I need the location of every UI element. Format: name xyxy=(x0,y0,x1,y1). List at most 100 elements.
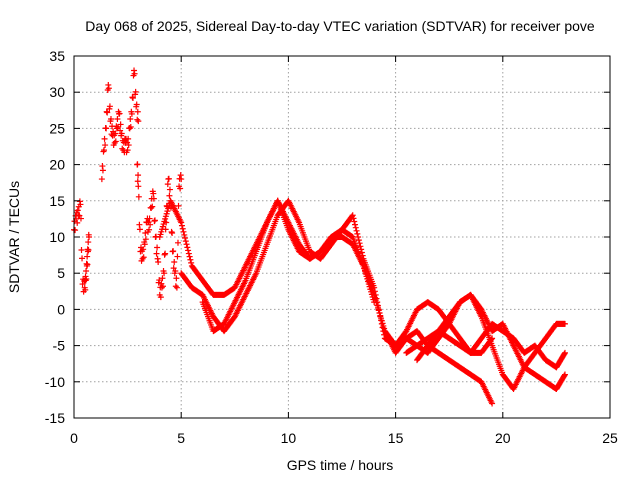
data-point xyxy=(373,295,380,302)
data-point xyxy=(355,234,362,240)
data-point xyxy=(169,230,176,237)
data-point xyxy=(175,202,182,209)
data-point xyxy=(72,227,79,234)
y-axis-label: SDTVAR / TECUs xyxy=(6,181,22,293)
data-point xyxy=(134,116,141,123)
data-point xyxy=(353,227,360,234)
x-tick-label: 0 xyxy=(70,430,78,446)
data-point xyxy=(132,88,139,95)
data-point xyxy=(134,178,141,185)
data-point xyxy=(154,244,161,251)
data-point xyxy=(112,130,119,137)
data-point xyxy=(104,109,111,116)
data-point xyxy=(172,268,179,275)
data-point xyxy=(177,185,184,192)
data-point xyxy=(173,275,180,282)
data-point xyxy=(170,248,177,255)
data-point xyxy=(173,284,180,291)
data-point xyxy=(156,277,163,284)
data-point xyxy=(171,258,178,265)
data-point xyxy=(561,320,568,327)
data-point xyxy=(149,203,156,210)
y-tick-label: 20 xyxy=(49,157,65,173)
data-point xyxy=(357,243,364,250)
data-point xyxy=(133,101,140,108)
data-point xyxy=(178,219,185,226)
data-point xyxy=(107,115,114,122)
x-axis-label: GPS time / hours xyxy=(287,457,394,473)
data-point xyxy=(126,125,133,132)
data-point xyxy=(180,228,187,235)
data-point xyxy=(124,147,131,154)
x-tick-label: 5 xyxy=(177,430,185,446)
data-point xyxy=(112,138,119,145)
data-point xyxy=(561,349,568,356)
data-point xyxy=(371,284,378,291)
y-tick-label: 25 xyxy=(49,120,65,136)
data-point xyxy=(561,372,568,379)
data-point xyxy=(77,215,84,222)
data-point xyxy=(166,186,173,193)
data-point xyxy=(85,239,92,246)
data-point xyxy=(356,240,363,247)
data-point xyxy=(183,241,190,248)
data-point xyxy=(161,270,168,277)
x-tick-label: 10 xyxy=(281,430,297,446)
y-tick-label: -15 xyxy=(45,410,65,426)
data-point xyxy=(174,253,181,260)
data-point xyxy=(129,94,136,101)
data-point xyxy=(98,176,105,183)
data-point xyxy=(148,205,155,212)
data-point xyxy=(142,236,149,243)
data-point xyxy=(140,254,147,261)
data-point xyxy=(174,239,181,246)
data-point xyxy=(127,123,134,130)
data-point xyxy=(146,215,153,222)
data-point xyxy=(134,108,141,115)
data-point xyxy=(378,317,385,324)
data-point xyxy=(127,115,134,122)
data-point xyxy=(374,302,381,309)
data-point xyxy=(86,234,93,240)
data-point xyxy=(83,275,90,282)
data-point xyxy=(125,135,132,142)
y-tick-label: 0 xyxy=(57,301,65,317)
data-point xyxy=(179,225,186,232)
data-marks xyxy=(71,67,568,407)
data-point xyxy=(561,350,568,357)
data-point xyxy=(79,255,86,262)
data-point xyxy=(352,221,359,228)
data-point xyxy=(165,175,172,182)
data-point xyxy=(379,324,386,331)
y-axis-ticks: -15 -10 -5 0 5 10 15 20 25 30 35 xyxy=(45,48,610,426)
data-point xyxy=(99,167,106,174)
data-point xyxy=(162,250,169,257)
data-point xyxy=(489,400,496,407)
y-tick-label: 10 xyxy=(49,229,65,245)
chart-title: Day 068 of 2025, Sidereal Day-to-day VTE… xyxy=(85,18,595,34)
data-point xyxy=(136,226,143,233)
data-point xyxy=(377,313,384,320)
data-point xyxy=(359,252,366,259)
data-point xyxy=(82,286,89,293)
data-point xyxy=(187,256,194,263)
data-point xyxy=(358,249,365,256)
data-point xyxy=(84,253,91,260)
data-point xyxy=(101,135,108,142)
data-point xyxy=(351,218,358,225)
data-point xyxy=(105,85,112,92)
y-tick-label: 30 xyxy=(49,84,65,100)
data-point xyxy=(146,226,153,233)
data-point xyxy=(83,268,90,275)
data-point xyxy=(186,253,193,260)
data-point xyxy=(376,310,383,317)
y-tick-label: -5 xyxy=(53,338,66,354)
data-point xyxy=(85,247,92,254)
data-point xyxy=(358,246,365,253)
data-point xyxy=(131,70,138,77)
data-point xyxy=(135,118,142,125)
data-point xyxy=(142,230,149,237)
data-point xyxy=(375,306,382,313)
data-point xyxy=(372,291,379,298)
y-tick-label: -10 xyxy=(45,374,65,390)
